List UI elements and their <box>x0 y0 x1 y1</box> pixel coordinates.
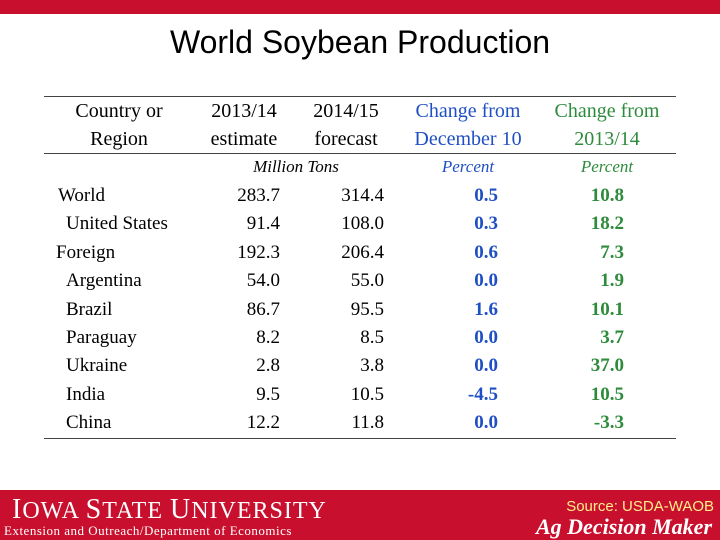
col-header-forecast-line2: forecast <box>294 125 398 154</box>
forecast-cell: 55.0 <box>350 270 384 292</box>
col-header-estimate-line2: estimate <box>194 125 294 154</box>
change-prev-cell: 37.0 <box>590 355 624 377</box>
change-dec-cell: 1.6 <box>474 298 498 320</box>
change-prev-cell: 7.3 <box>600 241 624 263</box>
estimate-cell: 2.8 <box>256 355 280 377</box>
forecast-cell: 8.5 <box>360 327 384 349</box>
region-cell: United States <box>66 213 168 235</box>
change-prev-cell: 1.9 <box>600 270 624 292</box>
forecast-cell: 314.4 <box>341 185 384 206</box>
units-percent-dec: Percent <box>441 157 495 176</box>
source-text: Source: USDA-WAOB <box>566 498 714 515</box>
iowa-state-university-logo: IOWA STATE UNIVERSITY <box>12 494 327 525</box>
forecast-cell: 95.5 <box>350 298 384 320</box>
change-prev-cell: -3.3 <box>593 412 624 434</box>
forecast-cell: 108.0 <box>341 213 384 235</box>
forecast-cell: 10.5 <box>350 383 384 405</box>
top-accent-bar <box>0 0 720 14</box>
table-row: India 9.5 10.5 -4.5 10.5 <box>44 381 676 409</box>
table-row: Brazil 86.7 95.5 1.6 10.1 <box>44 296 676 324</box>
region-cell: Paraguay <box>66 327 137 349</box>
region-cell: Argentina <box>66 270 142 292</box>
col-header-forecast-line1: 2014/15 <box>313 100 379 122</box>
units-row: Million Tons Percent Percent <box>44 154 676 181</box>
region-cell: World <box>58 185 106 206</box>
slide-title: World Soybean Production <box>169 24 551 60</box>
header-row-2: Region estimate forecast December 10 201… <box>44 125 676 154</box>
header-row-1: Country or 2013/14 2014/15 Change from C… <box>44 97 676 126</box>
table-row: World 283.7 314.4 0.5 10.8 <box>44 180 676 210</box>
region-cell: Ukraine <box>66 355 128 377</box>
table-row: Paraguay 8.2 8.5 0.0 3.7 <box>44 324 676 352</box>
region-cell: China <box>66 412 112 434</box>
change-prev-cell: 10.1 <box>590 298 624 320</box>
estimate-cell: 86.7 <box>246 298 280 320</box>
forecast-cell: 206.4 <box>341 241 384 263</box>
change-dec-cell: 0.6 <box>474 241 498 263</box>
change-dec-cell: 0.0 <box>474 327 498 349</box>
estimate-cell: 9.5 <box>256 383 280 405</box>
change-dec-cell: 0.0 <box>474 355 498 377</box>
col-header-change-dec-line1: Change from <box>415 100 521 122</box>
estimate-cell: 91.4 <box>246 213 280 235</box>
units-million-tons: Million Tons <box>253 157 339 176</box>
region-cell: India <box>66 383 106 405</box>
footer-bar: IOWA STATE UNIVERSITY Extension and Outr… <box>0 490 720 540</box>
col-header-region-line2: Region <box>44 125 194 154</box>
units-percent-prev: Percent <box>580 157 634 176</box>
col-header-change-prev-line2: 2013/14 <box>538 125 676 154</box>
change-prev-cell: 18.2 <box>590 213 624 235</box>
table-row: Foreign 192.3 206.4 0.6 7.3 <box>44 239 676 267</box>
change-dec-cell: 0.0 <box>474 412 498 434</box>
change-prev-cell: 3.7 <box>600 327 624 349</box>
table-row: Argentina 54.0 55.0 0.0 1.9 <box>44 267 676 295</box>
col-header-region-line1: Country or <box>75 100 163 122</box>
forecast-cell: 3.8 <box>360 355 384 377</box>
change-dec-cell: -4.5 <box>467 383 498 405</box>
estimate-cell: 192.3 <box>237 241 280 263</box>
estimate-cell: 12.2 <box>246 412 280 434</box>
col-header-estimate-line1: 2013/14 <box>211 100 277 122</box>
estimate-cell: 283.7 <box>237 185 280 206</box>
estimate-cell: 8.2 <box>256 327 280 349</box>
col-header-change-prev-line1: Change from <box>554 100 660 122</box>
change-dec-cell: 0.3 <box>474 213 498 235</box>
region-cell: Foreign <box>56 241 116 263</box>
table-row: Ukraine 2.8 3.8 0.0 37.0 <box>44 352 676 380</box>
soybean-production-table: Country or 2013/14 2014/15 Change from C… <box>44 96 676 439</box>
change-dec-cell: 0.5 <box>474 185 498 206</box>
forecast-cell: 11.8 <box>351 412 384 434</box>
department-text: Extension and Outreach/Department of Eco… <box>4 523 292 538</box>
change-prev-cell: 10.5 <box>590 383 624 405</box>
estimate-cell: 54.0 <box>246 270 280 292</box>
table-row: United States 91.4 108.0 0.3 18.2 <box>44 210 676 238</box>
col-header-change-dec-line2: December 10 <box>398 125 538 154</box>
change-prev-cell: 10.8 <box>590 185 624 206</box>
ag-decision-maker-logo: Ag Decision Maker <box>536 514 712 539</box>
units-blank <box>44 154 194 181</box>
table-row: China 12.2 11.8 0.0 -3.3 <box>44 409 676 438</box>
change-dec-cell: 0.0 <box>474 270 498 292</box>
region-cell: Brazil <box>66 298 113 320</box>
